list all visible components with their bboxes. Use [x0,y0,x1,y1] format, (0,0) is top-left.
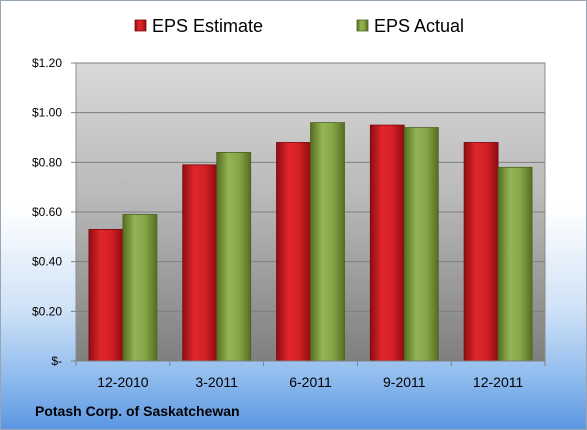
y-tick-label: $0.40 [32,255,62,269]
x-tick-label: 9-2011 [383,374,426,390]
legend: EPS Estimate EPS Actual [134,16,464,36]
bar-eps-actual-3-2011 [216,151,252,362]
y-tick-label: $0.80 [32,155,62,169]
bar-eps-estimate-3-2011 [182,164,218,362]
bar-eps-actual-9-2011 [403,127,439,362]
bars [88,122,533,362]
company-name: Potash Corp. of Saskatchewan [35,403,240,419]
legend-label-eps-actual: EPS Actual [374,16,464,36]
y-tick-label: $1.00 [32,106,62,120]
y-tick-label: $0.20 [32,304,62,318]
bar-eps-actual-6-2011 [310,122,345,362]
legend-swatch-eps-estimate [134,19,147,32]
bar-eps-estimate-9-2011 [369,124,405,362]
x-tick-label: 12-2011 [473,374,524,390]
y-tick-label: $1.20 [32,56,62,70]
legend-swatch-eps-actual [356,19,369,32]
x-tick-label: 6-2011 [289,374,332,390]
bar-eps-estimate-12-2011 [463,142,499,362]
x-tick-label: 12-2010 [97,374,149,390]
legend-label-eps-estimate: EPS Estimate [152,16,263,36]
bar-eps-actual-12-2010 [122,214,158,362]
x-tick-label: 3-2011 [195,374,238,390]
y-tick-label: $0.60 [32,205,62,219]
bar-eps-actual-12-2011 [497,166,533,362]
y-tick-label: $- [51,354,62,368]
bar-eps-estimate-12-2010 [88,228,124,362]
bar-eps-estimate-6-2011 [276,142,311,362]
y-axis: $- $0.20 $0.40 $0.60 $0.80 $1.00 $1.20 [32,56,76,368]
x-axis: 12-2010 3-2011 6-2011 9-2011 12-2011 [75,360,546,390]
